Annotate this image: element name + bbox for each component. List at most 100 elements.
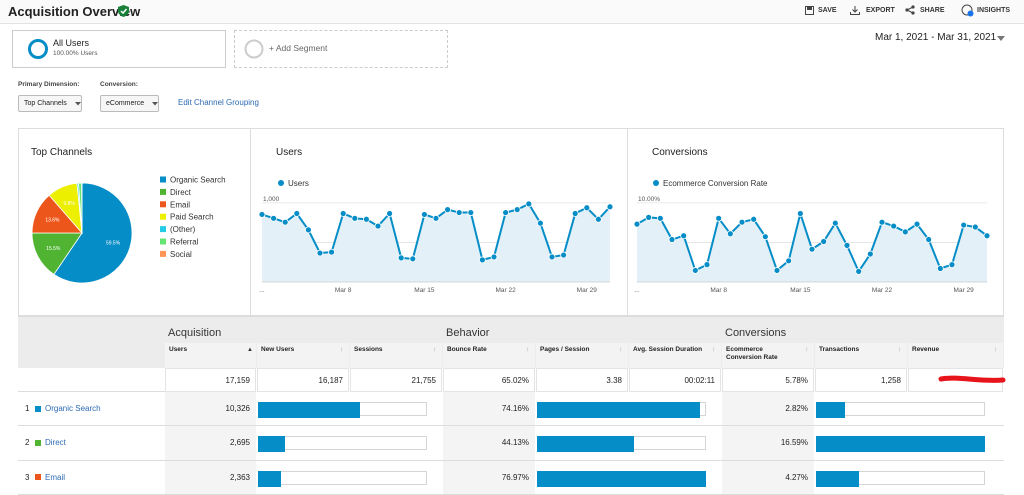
channel-swatch [35, 405, 41, 412]
data-point [855, 268, 863, 275]
divider [250, 128, 251, 316]
share-icon[interactable] [905, 5, 915, 15]
date-range[interactable]: Mar 1, 2021 - Mar 31, 2021 [875, 32, 997, 43]
data-point [715, 214, 723, 222]
bar-fill [816, 470, 860, 487]
data-point [948, 261, 956, 269]
column-header[interactable]: Sessions [350, 343, 442, 368]
legend-label: Direct [170, 188, 192, 197]
column-header[interactable]: New Users [257, 343, 349, 368]
segment-name: All Users [53, 38, 90, 48]
data-point [467, 209, 475, 216]
total-cell: 21,755 [350, 368, 442, 392]
data-point [490, 253, 498, 261]
share-button[interactable]: SHARE [920, 7, 945, 14]
data-point [936, 265, 944, 272]
data-point [513, 206, 521, 214]
x-tick-label: ... [634, 287, 640, 294]
column-header[interactable]: Avg. Session Duration [629, 343, 721, 368]
primary-dimension-select[interactable]: Top Channels [18, 95, 82, 112]
metric-cell: 16.59% [722, 426, 814, 460]
insights-icon[interactable] [961, 4, 974, 17]
data-point [502, 209, 510, 216]
data-point [633, 220, 641, 228]
data-point [351, 214, 359, 222]
bar-fill [258, 402, 360, 418]
insights-button[interactable]: INSIGHTS [977, 7, 1011, 14]
channel-swatch [35, 474, 41, 481]
data-point [703, 261, 711, 269]
channel-link[interactable]: Email [45, 472, 66, 482]
channel-link[interactable]: Organic Search [45, 404, 101, 413]
data-point [270, 214, 278, 222]
add-segment-card[interactable] [234, 30, 448, 68]
sort-icon: ↕ [340, 347, 343, 353]
data-point [890, 222, 898, 230]
total-cell: 17,159 [165, 368, 256, 392]
total-cell: 16,187 [257, 368, 349, 392]
bar-fill [537, 470, 706, 487]
bar-track [258, 470, 427, 485]
date-caret[interactable] [997, 36, 1005, 42]
channel-link[interactable]: Direct [45, 438, 66, 448]
sort-icon: ↕ [619, 347, 622, 353]
x-tick-label: Mar 22 [495, 287, 516, 294]
column-header[interactable]: Ecommerce Conversion Rate [722, 343, 814, 368]
sort-icon: ↕ [712, 347, 715, 353]
legend-swatch [160, 188, 166, 195]
save-button[interactable]: SAVE [818, 7, 837, 14]
x-tick-label: Mar 15 [414, 287, 435, 294]
column-header[interactable]: Transactions [815, 343, 907, 368]
segment-card[interactable] [12, 30, 226, 68]
conversions-chart-title: Conversions [652, 147, 708, 158]
data-point [645, 213, 653, 221]
data-point [304, 226, 312, 234]
conversion-select[interactable]: eCommerce [100, 95, 160, 112]
pie-slice [31, 232, 83, 275]
data-point [258, 211, 266, 218]
page-title: Acquisition Overview [8, 4, 141, 19]
pie-label: 15.5% [46, 246, 61, 252]
verified-icon [118, 5, 129, 17]
bar-fill [537, 436, 634, 453]
data-point [386, 210, 394, 217]
save-icon[interactable] [805, 6, 814, 15]
column-header[interactable]: Revenue [908, 343, 1003, 368]
data-point [831, 219, 839, 227]
data-point [820, 238, 828, 245]
total-cell: 5.78% [722, 368, 814, 392]
pie-label: 13.6% [45, 218, 60, 224]
pie-slice [53, 182, 133, 284]
column-header[interactable]: Bounce Rate [443, 343, 535, 368]
data-point [843, 241, 851, 249]
total-cell: 3.38 [536, 368, 628, 392]
column-header[interactable]: Users [165, 343, 256, 368]
chart-panel [18, 128, 1004, 316]
column-header[interactable]: Pages / Session [536, 343, 628, 368]
pie-label: 9.8% [63, 201, 75, 207]
edit-grouping-link[interactable]: Edit Channel Grouping [178, 98, 259, 107]
data-point [560, 251, 567, 259]
legend-label: (Other) [170, 225, 196, 234]
data-point [680, 232, 688, 240]
data-point [971, 223, 979, 231]
data-point [691, 267, 699, 274]
export-button[interactable]: EXPORT [866, 7, 895, 14]
bar-fill [258, 470, 282, 487]
data-point [583, 204, 591, 212]
data-point [925, 236, 933, 243]
data-point [409, 255, 417, 263]
data-point [397, 254, 405, 262]
x-tick-label: Mar 29 [577, 287, 598, 294]
export-icon[interactable] [850, 6, 860, 15]
legend-dot [653, 180, 659, 186]
add-segment-label[interactable]: + Add Segment [269, 43, 328, 53]
y-tick-label: 10.00% [638, 196, 660, 203]
data-point [785, 257, 793, 265]
data-point [750, 215, 758, 223]
legend-swatch [160, 226, 166, 233]
add-segment-ring [244, 39, 264, 59]
redaction [938, 375, 1006, 383]
